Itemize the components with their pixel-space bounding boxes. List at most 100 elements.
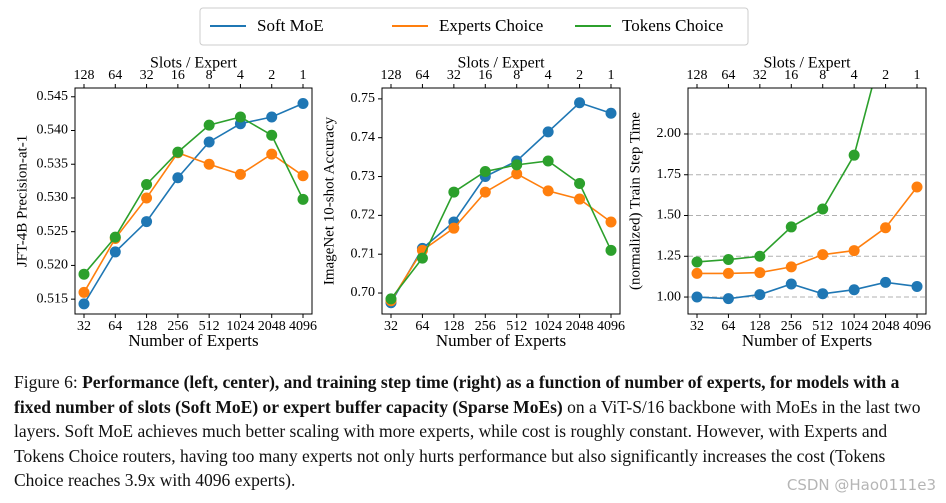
- data-point: [234, 168, 246, 180]
- top-tick-label: 64: [721, 68, 735, 83]
- top-tick-label: 32: [447, 68, 461, 83]
- data-point: [848, 284, 860, 296]
- data-point: [416, 252, 428, 264]
- data-point: [605, 216, 617, 228]
- top-tick-label: 2: [268, 68, 275, 83]
- caption: Figure 6: Performance (left, center), an…: [14, 370, 934, 493]
- data-point: [297, 98, 309, 110]
- data-point: [448, 186, 460, 198]
- legend-label: Experts Choice: [439, 16, 543, 35]
- y-tick-label: 0.71: [351, 246, 376, 261]
- y-tick-label: 0.75: [351, 91, 376, 106]
- top-tick-label: 64: [108, 68, 122, 83]
- x-tick-label: 512: [199, 319, 220, 334]
- data-point: [605, 107, 617, 119]
- data-point: [479, 165, 491, 177]
- top-tick-label: 1: [300, 68, 307, 83]
- data-point: [785, 278, 797, 290]
- data-point: [574, 97, 586, 109]
- data-point: [605, 244, 617, 256]
- data-point: [109, 231, 121, 243]
- top-tick-label: 16: [784, 68, 798, 83]
- x-tick-label: 128: [749, 319, 770, 334]
- data-point: [385, 293, 397, 305]
- data-point: [817, 203, 829, 215]
- top-tick-label: 32: [753, 68, 767, 83]
- top-axis-label: Slots / Expert: [763, 55, 851, 72]
- series-line: [390, 172, 612, 302]
- y-tick-label: 1.75: [657, 167, 682, 182]
- data-point: [911, 181, 923, 193]
- data-point: [141, 216, 153, 228]
- x-tick-label: 32: [384, 319, 398, 334]
- x-axis-label: Number of Experts: [128, 331, 258, 350]
- data-point: [691, 267, 703, 279]
- plot-area: [78, 98, 309, 310]
- data-point: [109, 246, 121, 258]
- data-point: [691, 291, 703, 303]
- top-axis-label: Slots / Expert: [150, 55, 238, 72]
- data-point: [266, 111, 278, 123]
- x-tick-label: 256: [167, 319, 188, 334]
- y-tick-label: 0.70: [351, 285, 376, 300]
- data-point: [203, 119, 215, 131]
- x-tick-label: 256: [475, 319, 496, 334]
- y-axis-label: JFT-4B Precision-at-1: [14, 135, 30, 267]
- top-tick-label: 8: [206, 68, 213, 83]
- data-point: [722, 254, 734, 266]
- top-tick-label: 8: [819, 68, 826, 83]
- y-tick-label: 0.530: [37, 190, 69, 205]
- data-point: [479, 186, 491, 198]
- y-tick-label: 0.73: [351, 169, 376, 184]
- x-tick-label: 64: [415, 319, 429, 334]
- y-tick-label: 1.50: [657, 208, 682, 223]
- x-tick-label: 2048: [872, 319, 900, 334]
- data-point: [141, 178, 153, 190]
- data-point: [542, 155, 554, 167]
- top-tick-label: 2: [882, 68, 889, 83]
- data-point: [78, 268, 90, 280]
- x-tick-label: 512: [812, 319, 833, 334]
- data-point: [448, 222, 460, 234]
- data-point: [754, 289, 766, 301]
- y-tick-label: 0.545: [37, 89, 69, 104]
- y-tick-label: 0.540: [37, 123, 69, 138]
- x-axis-label: Number of Experts: [742, 331, 872, 350]
- top-tick-label: 16: [171, 68, 185, 83]
- x-tick-label: 512: [506, 319, 527, 334]
- top-tick-label: 32: [140, 68, 154, 83]
- data-point: [722, 293, 734, 305]
- data-point: [511, 159, 523, 171]
- x-tick-label: 2048: [566, 319, 594, 334]
- data-point: [911, 280, 923, 292]
- data-point: [266, 129, 278, 141]
- top-tick-label: 128: [74, 68, 95, 83]
- top-tick-label: 1: [914, 68, 921, 83]
- y-tick-label: 0.535: [37, 156, 69, 171]
- y-tick-label: 0.72: [351, 208, 376, 223]
- x-tick-label: 4096: [903, 319, 931, 334]
- x-axis-label: Number of Experts: [436, 331, 566, 350]
- data-point: [785, 261, 797, 273]
- series-line: [83, 151, 304, 293]
- caption-text: on a ViT-S/16 backbone with MoEs in the …: [14, 396, 921, 491]
- data-point: [172, 172, 184, 184]
- data-point: [880, 276, 892, 288]
- data-point: [172, 146, 184, 158]
- data-point: [574, 178, 586, 190]
- top-tick-label: 64: [415, 68, 429, 83]
- data-point: [297, 193, 309, 205]
- top-tick-label: 128: [381, 68, 402, 83]
- top-tick-label: 4: [237, 68, 244, 83]
- figure: Soft MoE Experts Choice Tokens Choice 0.515…: [14, 7, 931, 350]
- top-tick-label: 4: [851, 68, 858, 83]
- axes-frame: [381, 87, 621, 315]
- plot-area: [385, 97, 617, 309]
- y-tick-label: 0.74: [351, 130, 376, 145]
- top-tick-label: 2: [576, 68, 583, 83]
- y-axis-label: ImageNet 10-shot Accuracy: [321, 116, 337, 285]
- data-point: [542, 185, 554, 197]
- x-tick-label: 64: [108, 319, 122, 334]
- y-tick-label: 1.25: [657, 248, 682, 263]
- x-tick-label: 2048: [258, 319, 286, 334]
